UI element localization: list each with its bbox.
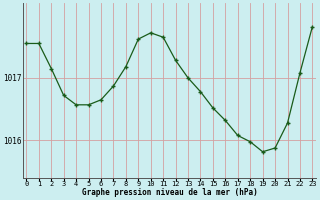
X-axis label: Graphe pression niveau de la mer (hPa): Graphe pression niveau de la mer (hPa)	[82, 188, 257, 197]
